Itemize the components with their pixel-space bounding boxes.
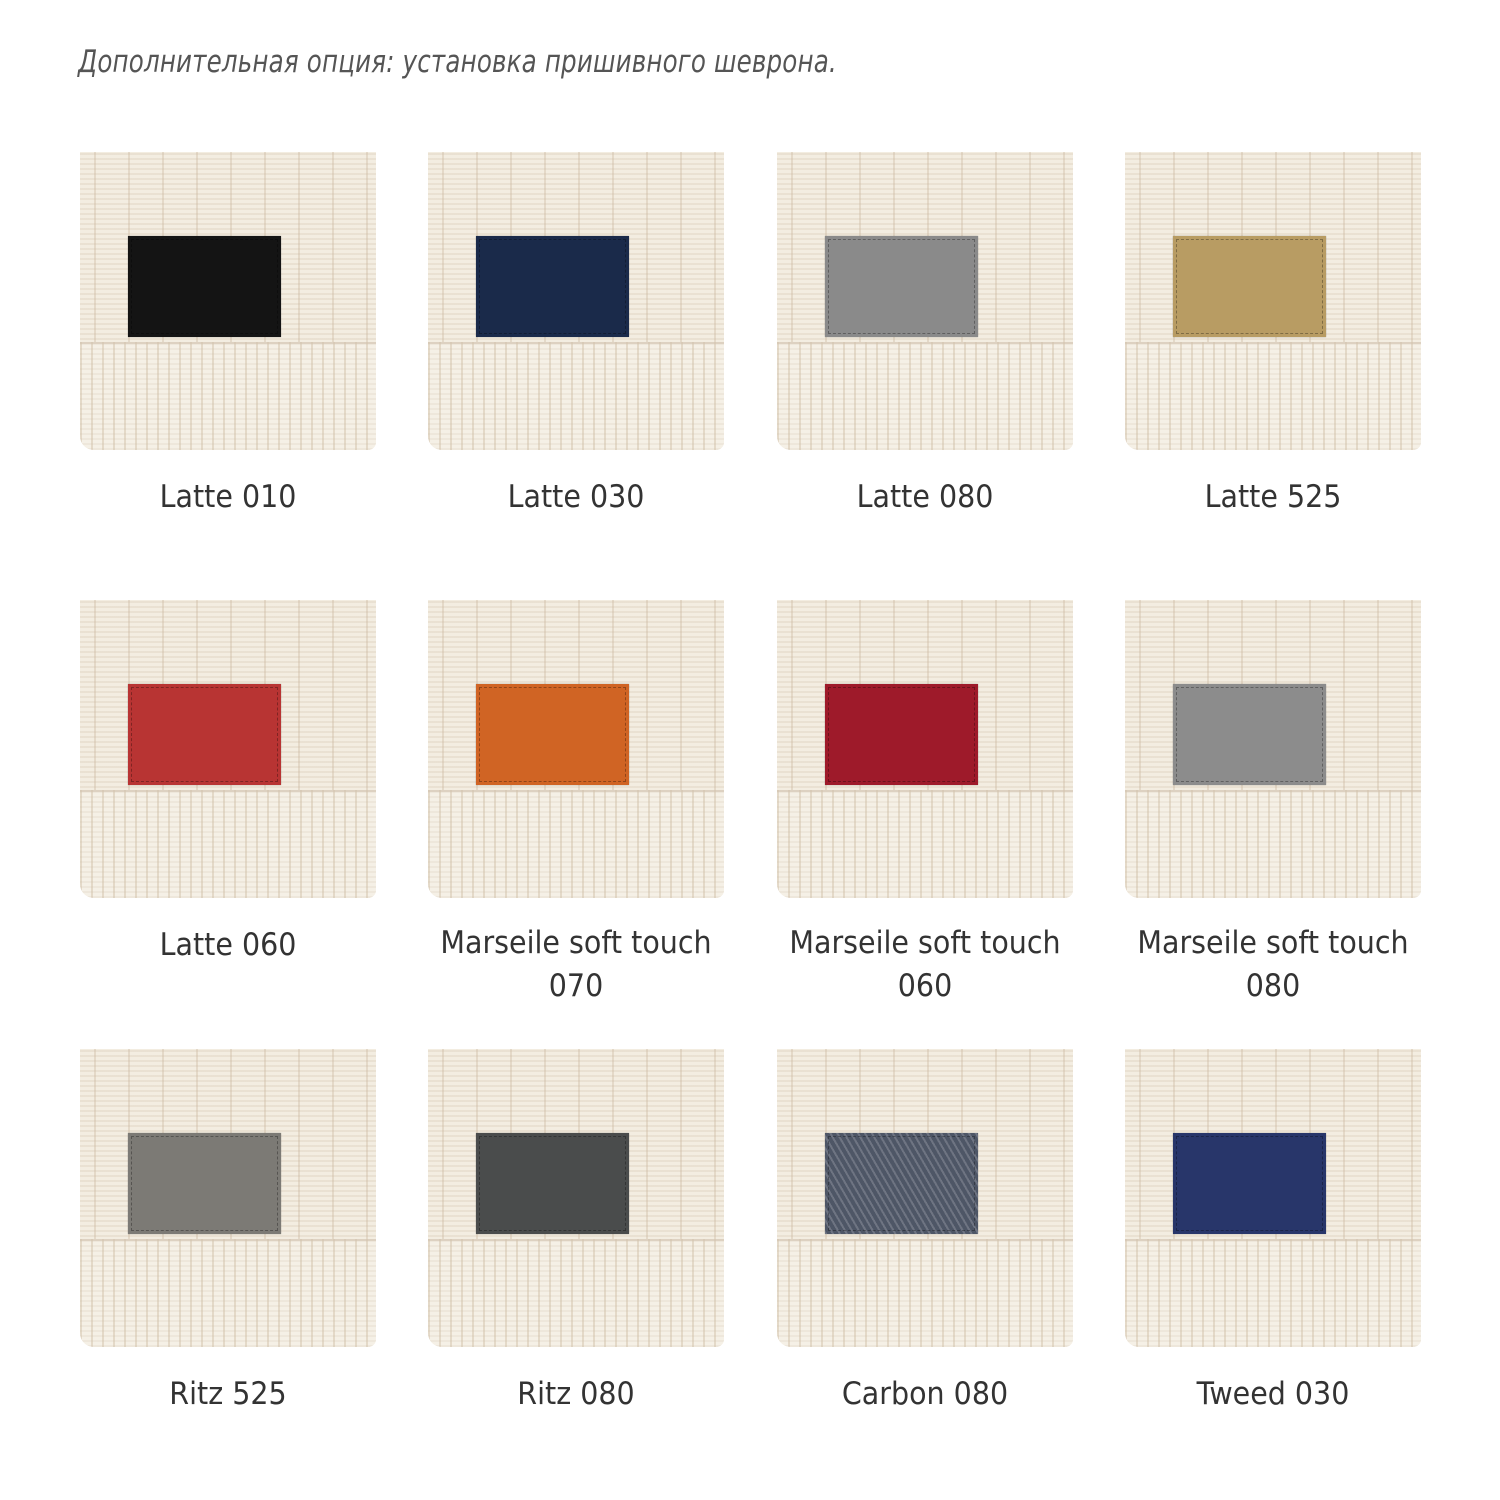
chevron-patch (1173, 1133, 1326, 1234)
swatch-label-line: Tweed 030 (1196, 1376, 1350, 1412)
swatch-label-line: Latte 525 (1204, 479, 1342, 515)
swatch-label: Latte 060 (73, 924, 382, 967)
swatch-card[interactable]: Latte 080 (777, 152, 1073, 515)
chevron-patch (1173, 684, 1326, 785)
swatch-label: Carbon 080 (770, 1373, 1079, 1416)
page-title: Дополнительная опция: установка пришивно… (78, 44, 837, 80)
swatch-label: Latte 010 (73, 476, 382, 519)
knit-cuff (80, 342, 376, 450)
swatch-label: Tweed 030 (1118, 1373, 1427, 1416)
swatch-label-line: Ritz 080 (517, 1376, 635, 1412)
knit-sample-image (1125, 600, 1421, 898)
swatch-label-line: Marseile soft touch (440, 925, 712, 961)
knit-cuff (80, 1239, 376, 1347)
swatch-label-code: 080 (1245, 968, 1301, 1004)
swatch-label-code: 060 (897, 968, 953, 1004)
swatch-label-line: Latte 060 (159, 927, 297, 963)
swatch-card[interactable]: Latte 030 (428, 152, 724, 515)
swatch-label: Marseile soft touch 070 (421, 922, 730, 1008)
chevron-patch (1173, 236, 1326, 337)
knit-cuff (1125, 342, 1421, 450)
swatch-card[interactable]: Marseile soft touch 060 (777, 600, 1073, 1004)
swatch-label: Latte 525 (1118, 476, 1427, 519)
knit-cuff (428, 790, 724, 898)
chevron-patch (128, 236, 281, 337)
swatch-label-line: Latte 080 (856, 479, 994, 515)
swatch-label: Latte 030 (421, 476, 730, 519)
chevron-patch (476, 236, 629, 337)
swatch-card[interactable]: Carbon 080 (777, 1049, 1073, 1412)
knit-sample-image (1125, 1049, 1421, 1347)
knit-cuff (428, 1239, 724, 1347)
knit-sample-image (777, 600, 1073, 898)
swatch-label-line: Carbon 080 (841, 1376, 1009, 1412)
chevron-patch (476, 684, 629, 785)
swatch-label: Marseile soft touch 080 (1118, 922, 1427, 1008)
knit-sample-image (80, 600, 376, 898)
knit-sample-image (777, 1049, 1073, 1347)
swatch-label: Latte 080 (770, 476, 1079, 519)
swatch-label-code: 070 (548, 968, 604, 1004)
swatch-card[interactable]: Latte 525 (1125, 152, 1421, 515)
swatch-label: Ritz 080 (421, 1373, 730, 1416)
swatch-card[interactable]: Ritz 525 (80, 1049, 376, 1412)
knit-sample-image (80, 152, 376, 450)
knit-sample-image (428, 600, 724, 898)
swatch-label-line: Latte 030 (507, 479, 645, 515)
knit-cuff (1125, 790, 1421, 898)
swatch-card[interactable]: Marseile soft touch 080 (1125, 600, 1421, 1004)
knit-cuff (777, 790, 1073, 898)
knit-sample-image (777, 152, 1073, 450)
chevron-patch (825, 236, 978, 337)
swatch-label-line: Marseile soft touch (1137, 925, 1409, 961)
chevron-patch (825, 1133, 978, 1234)
knit-cuff (1125, 1239, 1421, 1347)
swatch-card[interactable]: Marseile soft touch 070 (428, 600, 724, 1004)
knit-sample-image (80, 1049, 376, 1347)
swatch-card[interactable]: Latte 010 (80, 152, 376, 515)
swatch-card[interactable]: Ritz 080 (428, 1049, 724, 1412)
swatch-label: Marseile soft touch 060 (770, 922, 1079, 1008)
swatch-label-line: Ritz 525 (169, 1376, 287, 1412)
knit-sample-image (428, 152, 724, 450)
swatch-card[interactable]: Latte 060 (80, 600, 376, 963)
knit-cuff (80, 790, 376, 898)
chevron-patch (128, 684, 281, 785)
knit-sample-image (1125, 152, 1421, 450)
swatch-label-line: Latte 010 (159, 479, 297, 515)
knit-cuff (777, 342, 1073, 450)
swatch-label-line: Marseile soft touch (789, 925, 1061, 961)
knit-cuff (777, 1239, 1073, 1347)
knit-cuff (428, 342, 724, 450)
chevron-patch (128, 1133, 281, 1234)
chevron-patch (476, 1133, 629, 1234)
swatch-card[interactable]: Tweed 030 (1125, 1049, 1421, 1412)
knit-sample-image (428, 1049, 724, 1347)
swatch-label: Ritz 525 (73, 1373, 382, 1416)
chevron-patch (825, 684, 978, 785)
